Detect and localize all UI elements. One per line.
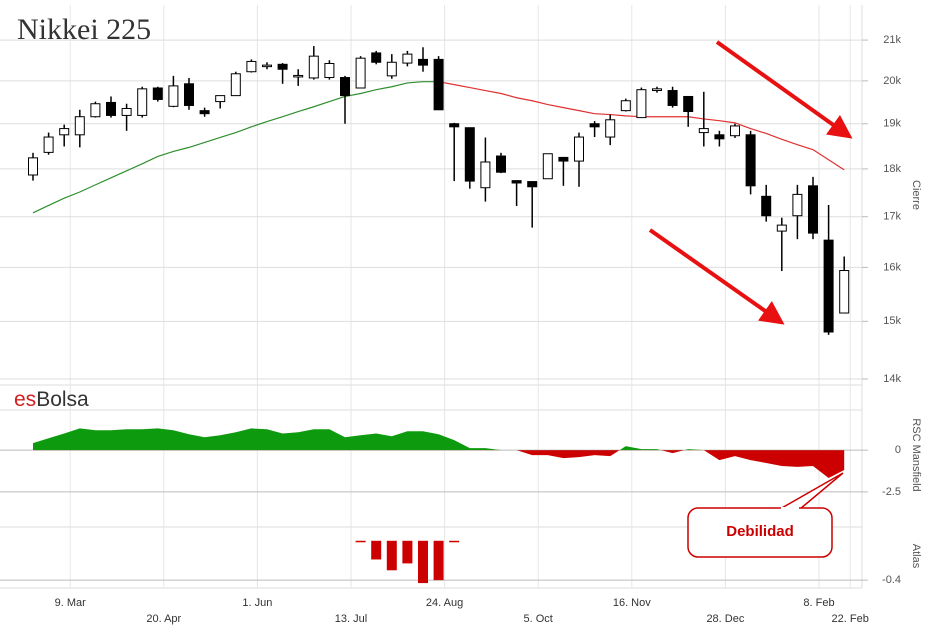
candle-body [636,89,647,119]
candle-body [433,58,444,111]
candle-body [74,116,85,136]
candle-body [199,110,210,115]
y-tick-label: 20k [883,75,901,87]
candle-body [714,134,725,140]
candle-body [792,193,803,217]
candle-body [137,88,148,116]
y-tick-label: -0.4 [882,574,901,586]
candle-body [823,239,834,333]
candle-body [121,107,132,116]
y-axis-title: Cierre [910,180,922,210]
annotation: Debilidad [726,523,794,540]
x-tick-label: 5. Oct [524,613,553,625]
bar [402,540,413,564]
candle-body [324,62,335,79]
candle-body [386,61,397,77]
candle-body [620,100,631,112]
bar [355,540,366,543]
candle-body [43,136,54,153]
bar [433,540,444,581]
candle-body [776,224,787,232]
trend-arrows [648,40,853,325]
bar [386,540,397,571]
candle-body [90,103,101,118]
candle-body [558,156,569,162]
panel-frame [0,5,863,589]
candle-body [59,128,70,136]
candle-body [745,134,756,187]
x-tick-label: 9. Mar [55,597,87,609]
y-tick-label: 0 [895,444,901,456]
y-tick-label: 18k [883,163,901,175]
y-tick-label: -2.5 [882,486,901,498]
candle-body [215,95,226,103]
candle-body [464,127,475,182]
candle-body [808,185,818,234]
candle-body [449,123,460,128]
candle-body [106,101,116,116]
callout [687,472,844,558]
x-tick-label: 28. Dec [706,613,744,625]
candle-body [28,157,38,176]
candle-body [698,128,709,134]
logo: esBolsa [14,388,89,411]
candle-body [574,136,584,162]
candle-body [730,125,740,137]
bar [418,540,428,584]
x-tick-label: 8. Feb [803,597,834,609]
y-tick-label: 16k [883,261,901,273]
y-tick-label: 17k [883,211,901,223]
x-tick-label: 22. Feb [832,613,869,625]
x-tick-label: 13. Jul [335,613,367,625]
chart-title: Nikkei 225 [17,13,151,46]
candle-body [839,270,850,314]
candle-body [496,155,506,173]
candle-body [605,119,616,138]
candle-body [308,55,319,79]
candle-body [761,195,772,217]
candle-body [683,95,694,113]
candle-body [371,52,382,63]
candle-body [542,153,553,180]
area-negative [33,450,845,479]
candle-body [511,180,522,184]
area-positive [33,428,704,451]
candle-body [246,60,257,73]
y-axis-title: Atlas [910,544,922,569]
moving-average [32,81,439,214]
candle-body [667,90,678,106]
y-tick-label: 21k [883,34,901,46]
candle-body [230,73,241,97]
candle-body [418,58,428,66]
x-tick-label: 20. Apr [146,613,181,625]
x-tick-label: 24. Aug [426,597,463,609]
y-tick-label: 15k [883,315,901,327]
candle-body [480,161,491,189]
candle-body [402,53,413,64]
logo-name: Bolsa [36,388,89,411]
candle-body [589,123,600,128]
bar [449,540,460,543]
logo-prefix: es [14,388,36,411]
y-tick-label: 19k [883,118,901,130]
candle-body [527,181,538,188]
x-tick-label: 16. Nov [613,597,651,609]
bar [371,540,382,560]
candle-body [152,87,163,100]
candle-body [355,57,366,89]
candle-body [184,83,194,106]
y-tick-label: 14k [883,373,901,385]
candle-body [652,88,662,92]
y-axis-title: RSC Mansfield [910,418,922,491]
candle-body [168,85,179,107]
candle-body [293,74,304,78]
candle-body [340,77,350,97]
candle-body [262,64,272,68]
x-tick-label: 1. Jun [242,597,272,609]
candle-body [277,63,288,70]
